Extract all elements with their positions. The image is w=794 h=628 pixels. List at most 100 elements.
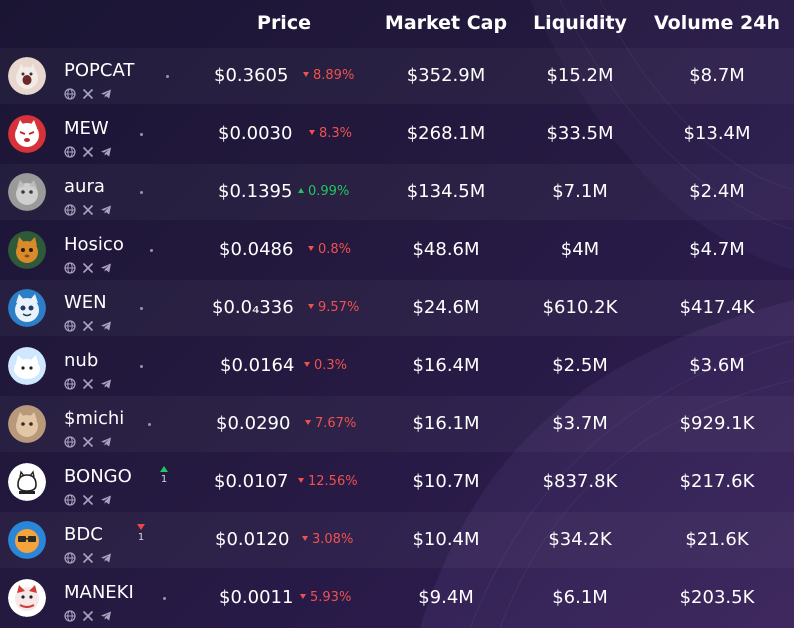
rank-trend-up-icon [160, 466, 168, 472]
globe-icon[interactable] [64, 259, 76, 274]
price-change: 8.3% [309, 126, 352, 141]
table-row[interactable]: nub $0.0164 0.3% $16.4M $2.5M $3.6M [0, 338, 794, 394]
table-row[interactable]: POPCAT $0.3605 8.89% $352.9M $15.2M $8.7M [0, 48, 794, 104]
market-cap-value: $268.1M [406, 123, 486, 144]
token-avatar [8, 463, 46, 501]
separator-dot [150, 249, 153, 252]
price-change-value: 0.3% [314, 358, 348, 373]
token-name[interactable]: BONGO [64, 466, 132, 487]
table-row[interactable]: WEN $0.0₄336 9.57% $24.6M $610.2K $417.4K [0, 280, 794, 336]
volume-value: $417.4K [679, 297, 755, 318]
token-name[interactable]: MANEKI [64, 582, 134, 603]
market-cap-value: $352.9M [406, 65, 486, 86]
token-name[interactable]: WEN [64, 292, 107, 313]
token-price: $0.0164 [220, 355, 295, 376]
x-icon[interactable] [82, 259, 94, 274]
telegram-icon[interactable] [100, 201, 112, 215]
market-cap-value: $9.4M [418, 587, 474, 608]
liquidity-value: $6.1M [552, 587, 608, 608]
volume-column-header[interactable]: Volume 24h [653, 12, 781, 34]
social-links [64, 433, 112, 448]
price-change: 0.3% [304, 358, 347, 373]
separator-dot [140, 191, 143, 194]
social-links [64, 607, 112, 622]
volume-value: $203.5K [679, 587, 755, 608]
token-name[interactable]: Hosico [64, 234, 124, 255]
price-column-header[interactable]: Price [257, 12, 311, 34]
change-down-icon [309, 130, 315, 135]
token-name[interactable]: aura [64, 176, 105, 197]
token-price: $0.0107 [214, 471, 289, 492]
table-header: Price Market Cap Liquidity Volume 24h [0, 0, 794, 46]
token-avatar [8, 405, 46, 443]
change-down-icon [303, 72, 309, 77]
token-price: $0.0120 [215, 529, 290, 550]
table-row[interactable]: BONGO 1 $0.0107 12.56% $10.7M $837.8K $217.6K [0, 454, 794, 510]
volume-value: $13.4M [683, 123, 751, 144]
x-icon[interactable] [82, 433, 94, 448]
token-avatar [8, 289, 46, 327]
change-down-icon [308, 246, 314, 251]
globe-icon[interactable] [64, 201, 76, 216]
token-avatar [8, 57, 46, 95]
telegram-icon[interactable] [100, 607, 112, 621]
liquidity-value: $34.2K [548, 529, 612, 550]
x-icon[interactable] [82, 143, 94, 158]
telegram-icon[interactable] [100, 433, 112, 447]
telegram-icon[interactable] [100, 259, 112, 273]
token-name[interactable]: nub [64, 350, 99, 371]
table-row[interactable]: MANEKI $0.0011 5.93% $9.4M $6.1M $203.5K [0, 570, 794, 626]
x-icon[interactable] [82, 491, 94, 506]
price-change: 5.93% [300, 590, 351, 605]
change-down-icon [302, 536, 308, 541]
telegram-icon[interactable] [100, 549, 112, 563]
token-avatar [8, 521, 46, 559]
price-change: 0.8% [308, 242, 351, 257]
token-name[interactable]: MEW [64, 118, 109, 139]
globe-icon[interactable] [64, 607, 76, 622]
telegram-icon[interactable] [100, 85, 112, 99]
table-row[interactable]: Hosico $0.0486 0.8% $48.6M $4M $4.7M [0, 222, 794, 278]
market-cap-column-header[interactable]: Market Cap [384, 12, 508, 34]
token-name[interactable]: $michi [64, 408, 125, 429]
globe-icon[interactable] [64, 85, 76, 100]
globe-icon[interactable] [64, 433, 76, 448]
token-name[interactable]: BDC [64, 524, 103, 545]
x-icon[interactable] [82, 607, 94, 622]
token-price: $0.0030 [218, 123, 293, 144]
volume-value: $3.6M [689, 355, 745, 376]
table-row[interactable]: BDC 1 $0.0120 3.08% $10.4M $34.2K $21.6K [0, 512, 794, 568]
rank-trend-count: 1 [137, 532, 145, 543]
token-avatar [8, 173, 46, 211]
x-icon[interactable] [82, 201, 94, 216]
telegram-icon[interactable] [100, 375, 112, 389]
table-row[interactable]: aura $0.1395 0.99% $134.5M $7.1M $2.4M [0, 164, 794, 220]
telegram-icon[interactable] [100, 143, 112, 157]
price-change: 0.99% [298, 184, 349, 199]
liquidity-column-header[interactable]: Liquidity [533, 12, 627, 34]
globe-icon[interactable] [64, 143, 76, 158]
table-row[interactable]: $michi $0.0290 7.67% $16.1M $3.7M $929.1K [0, 396, 794, 452]
globe-icon[interactable] [64, 549, 76, 564]
volume-value: $929.1K [679, 413, 755, 434]
x-icon[interactable] [82, 85, 94, 100]
liquidity-value: $3.7M [552, 413, 608, 434]
token-price: $0.0011 [219, 587, 294, 608]
globe-icon[interactable] [64, 375, 76, 390]
telegram-icon[interactable] [100, 491, 112, 505]
token-name[interactable]: POPCAT [64, 60, 135, 81]
globe-icon[interactable] [64, 491, 76, 506]
liquidity-value: $610.2K [542, 297, 618, 318]
separator-dot [140, 365, 143, 368]
price-change: 9.57% [308, 300, 359, 315]
social-links [64, 317, 112, 332]
market-cap-value: $134.5M [406, 181, 486, 202]
x-icon[interactable] [82, 317, 94, 332]
x-icon[interactable] [82, 375, 94, 390]
telegram-icon[interactable] [100, 317, 112, 331]
x-icon[interactable] [82, 549, 94, 564]
globe-icon[interactable] [64, 317, 76, 332]
table-row[interactable]: MEW $0.0030 8.3% $268.1M $33.5M $13.4M [0, 106, 794, 162]
price-change: 7.67% [305, 416, 356, 431]
